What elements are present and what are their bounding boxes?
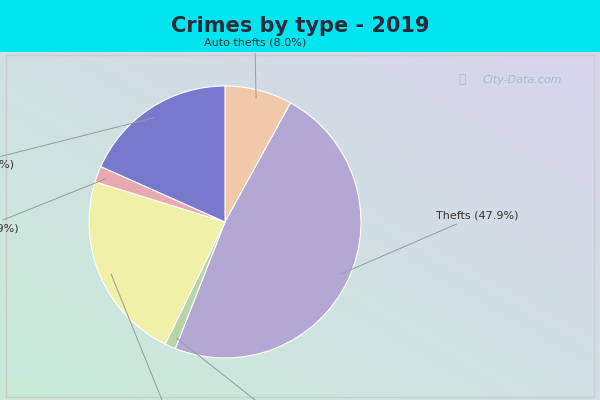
Text: Burglaries (22.5%): Burglaries (22.5%)	[111, 274, 220, 400]
Wedge shape	[165, 222, 225, 348]
Wedge shape	[95, 166, 225, 222]
Text: Assaults (18.3%): Assaults (18.3%)	[0, 118, 154, 170]
Wedge shape	[89, 182, 225, 344]
Wedge shape	[225, 86, 290, 222]
Text: Robberies (1.3%): Robberies (1.3%)	[177, 338, 316, 400]
Text: Rapes (1.9%): Rapes (1.9%)	[0, 179, 106, 234]
Text: Crimes by type - 2019: Crimes by type - 2019	[171, 16, 429, 36]
Text: City-Data.com: City-Data.com	[482, 75, 562, 85]
Text: Thefts (47.9%): Thefts (47.9%)	[341, 210, 518, 274]
Text: ⓘ: ⓘ	[458, 73, 466, 86]
Wedge shape	[101, 86, 225, 222]
Text: Auto thefts (8.0%): Auto thefts (8.0%)	[204, 38, 306, 98]
Wedge shape	[175, 103, 361, 358]
